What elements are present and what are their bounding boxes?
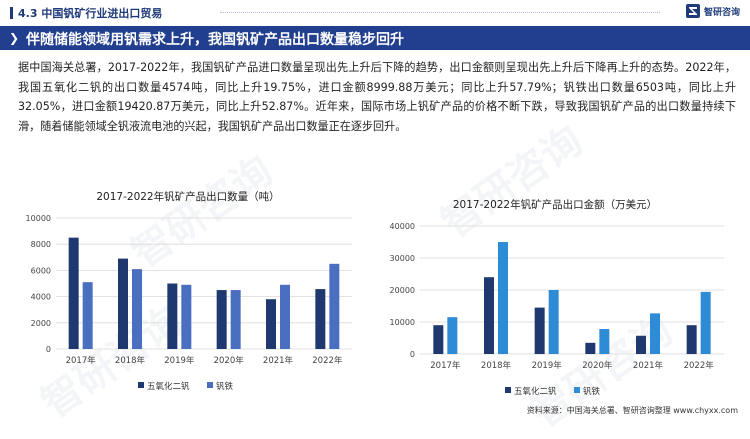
section-marker bbox=[10, 7, 13, 19]
x-tick-label: 2018年 bbox=[481, 360, 512, 371]
y-tick-label: 0 bbox=[410, 350, 415, 359]
double-chevron-icon: ❯ bbox=[9, 31, 20, 45]
bar-series2 bbox=[447, 317, 458, 354]
title-banner: ❯ 伴随储能领域用钒需求上升，我国钒矿产品出口数量稳步回升 bbox=[0, 26, 750, 50]
legend-label: 五氧化二钒 bbox=[147, 381, 190, 392]
y-tick-label: 30000 bbox=[390, 254, 415, 263]
bar-series2 bbox=[650, 313, 660, 354]
y-tick-label: 2000 bbox=[31, 319, 51, 328]
bar-series2 bbox=[82, 282, 93, 349]
legend-label: 五氧化二钒 bbox=[514, 386, 557, 397]
export-volume-chart: 2017-2022年钒矿产品出口数量（吨） 0 2000 4000 6000 8000 10… bbox=[18, 180, 358, 395]
x-tick-label: 2020年 bbox=[582, 360, 613, 371]
x-tick-label: 2021年 bbox=[633, 360, 664, 371]
logo-icon bbox=[685, 4, 700, 18]
section-title: 4.3 中国钒矿行业进出口贸易 bbox=[18, 7, 163, 20]
legend-swatch bbox=[574, 387, 580, 393]
x-tick-label: 2018年 bbox=[115, 355, 146, 366]
x-tick-label: 2019年 bbox=[164, 355, 195, 366]
bar-series1 bbox=[68, 237, 79, 349]
bar-series2 bbox=[599, 329, 610, 354]
bar-series1 bbox=[636, 335, 646, 354]
legend-swatch bbox=[207, 382, 213, 388]
y-tick-label: 8000 bbox=[31, 240, 51, 249]
x-tick-label: 2017年 bbox=[66, 355, 97, 366]
legend-label: 钒铁 bbox=[583, 386, 601, 397]
x-tick-label: 2017年 bbox=[430, 360, 461, 371]
legend-swatch bbox=[138, 382, 144, 388]
chart-title: 2017-2022年钒矿产品出口金额（万美元） bbox=[453, 198, 657, 211]
bar-series2 bbox=[548, 290, 559, 354]
x-tick-label: 2022年 bbox=[684, 360, 715, 371]
chart-svg: 2017-2022年钒矿产品出口金额（万美元） 0 10000 20000 30000 4… bbox=[390, 198, 724, 397]
y-tick-label: 40000 bbox=[390, 222, 415, 231]
x-tick-label: 2020年 bbox=[214, 355, 245, 366]
bar-series1 bbox=[484, 277, 494, 354]
source-footer: 资料来源：中国海关总署、智研咨询整理 www.chyxx.com bbox=[526, 406, 738, 415]
bar-series1 bbox=[433, 325, 444, 354]
chart-svg: 2017-2022年钒矿产品出口数量（吨） 0 2000 4000 6000 8000 10… bbox=[26, 190, 352, 392]
export-value-chart: 2017-2022年钒矿产品出口金额（万美元） 0 10000 20000 30000 4… bbox=[380, 190, 730, 400]
chart-title: 2017-2022年钒矿产品出口数量（吨） bbox=[96, 190, 279, 203]
bar-series1 bbox=[216, 290, 227, 349]
y-tick-label: 4000 bbox=[31, 293, 51, 302]
bar-series2 bbox=[329, 263, 340, 349]
legend-swatch bbox=[505, 387, 511, 393]
bar-series1 bbox=[315, 289, 326, 349]
x-tick-label: 2019年 bbox=[532, 360, 563, 371]
logo-text: 智研咨询 bbox=[703, 7, 740, 18]
page-header: 4.3 中国钒矿行业进出口贸易 智研咨询 bbox=[0, 0, 750, 26]
x-tick-label: 2022年 bbox=[312, 355, 343, 366]
bar-series2 bbox=[700, 291, 711, 354]
y-tick-label: 10000 bbox=[26, 214, 51, 223]
bar-series1 bbox=[585, 342, 596, 354]
bar-series1 bbox=[167, 283, 178, 349]
bar-series2 bbox=[230, 290, 241, 349]
x-tick-label: 2021年 bbox=[263, 355, 294, 366]
bar-series1 bbox=[686, 325, 697, 354]
body-paragraph: 据中国海关总署，2017-2022年，我国钒矿产品进口数量呈现出先上升后下降的趋… bbox=[18, 61, 736, 133]
header-divider bbox=[220, 12, 660, 13]
y-tick-label: 10000 bbox=[390, 318, 415, 327]
bar-series2 bbox=[132, 269, 142, 349]
legend-label: 钒铁 bbox=[216, 381, 234, 392]
y-tick-label: 0 bbox=[46, 345, 51, 354]
bar-series1 bbox=[266, 299, 276, 349]
y-tick-label: 20000 bbox=[390, 286, 415, 295]
y-tick-label: 6000 bbox=[31, 266, 51, 275]
bar-series1 bbox=[534, 307, 545, 354]
bar-series1 bbox=[118, 258, 128, 349]
bar-series2 bbox=[280, 284, 290, 349]
brand-logo: 智研咨询 bbox=[685, 4, 740, 18]
bar-series2 bbox=[498, 242, 508, 354]
banner-title: 伴随储能领域用钒需求上升，我国钒矿产品出口数量稳步回升 bbox=[26, 32, 404, 48]
bar-series2 bbox=[181, 284, 192, 349]
